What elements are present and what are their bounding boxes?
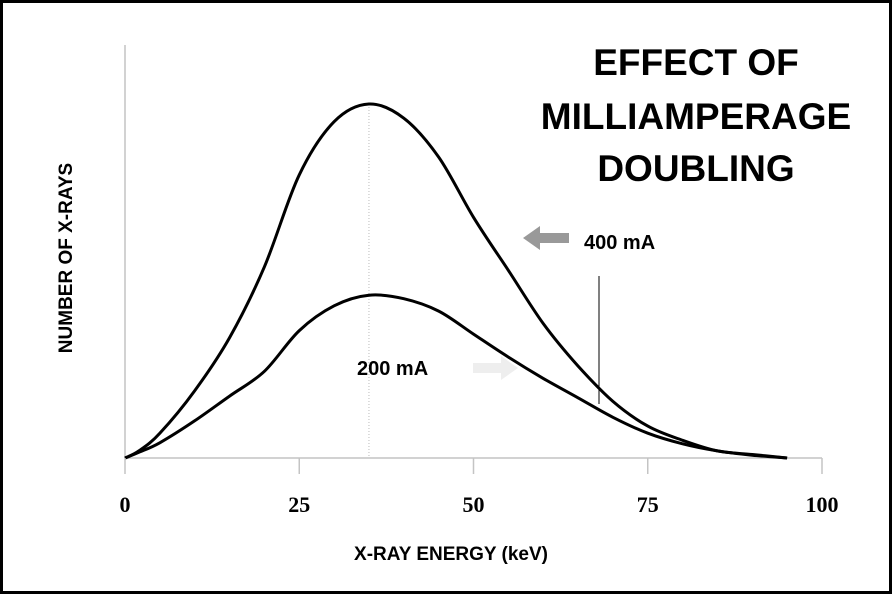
chart-title-line-3: DOUBLING (597, 148, 794, 189)
x-tick-label: 100 (806, 492, 839, 517)
chart-annotations: 400 mA 200 mA (357, 226, 655, 404)
label-200ma: 200 mA (357, 358, 428, 380)
x-tick-label: 25 (288, 492, 310, 517)
chart-series (124, 102, 788, 460)
chart-title-line-2: MILLIAMPERAGE (541, 96, 851, 137)
label-400ma: 400 mA (584, 232, 655, 254)
chart-title-line-1: EFFECT OF (593, 42, 799, 83)
series-line-400-ma (124, 102, 788, 460)
y-axis-title: NUMBER OF X-RAYS (56, 163, 77, 353)
x-tick-label: 50 (463, 492, 485, 517)
arrow-right-icon (473, 356, 518, 380)
x-axis-title: X-RAY ENERGY (keV) (354, 544, 548, 565)
chart-x-ticks: 0 25 50 75 100 (120, 458, 839, 517)
x-tick-label: 75 (637, 492, 659, 517)
arrow-left-icon (523, 226, 569, 250)
x-tick-label: 0 (120, 492, 131, 517)
chart-title: EFFECT OF MILLIAMPERAGE DOUBLING (541, 42, 851, 189)
series-line-200-ma (124, 293, 788, 460)
